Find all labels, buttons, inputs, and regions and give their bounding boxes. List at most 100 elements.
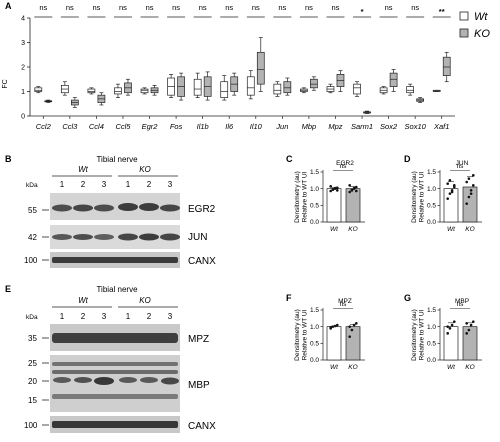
box-ko-mbp bbox=[310, 76, 318, 91]
blot-b-protein-egr2: EGR2 bbox=[188, 204, 216, 215]
box-ko-mpz bbox=[336, 70, 345, 92]
gene-label-sarm1: Sarm1 bbox=[351, 122, 373, 131]
blot-e-title: Tibial nerve bbox=[96, 285, 138, 294]
panel-c-ytick-label: 1.5 bbox=[310, 169, 319, 176]
panel-f-sig: ns bbox=[340, 301, 348, 308]
box-wt-xaf1 bbox=[432, 89, 441, 92]
sig-label-ccl5: ns bbox=[119, 3, 127, 12]
data-point bbox=[336, 189, 339, 192]
blot-e-marker-25: 25 bbox=[28, 359, 37, 368]
sig-label-sox10: ns bbox=[411, 3, 419, 12]
panel-a-yticks: 0 1 2 3 4 bbox=[21, 16, 30, 121]
panel-label-e: E bbox=[5, 284, 11, 294]
box-wt-ccl4 bbox=[87, 87, 96, 95]
blot-e-lane-4: 1 bbox=[126, 312, 131, 321]
blot-b-marker-100: 100 bbox=[24, 256, 38, 265]
blot-e-marker-35: 35 bbox=[28, 334, 37, 343]
data-point bbox=[333, 186, 337, 190]
box-body bbox=[256, 51, 265, 85]
panel-f-title: MPZ bbox=[338, 298, 352, 305]
blot-e-lane-2: 2 bbox=[81, 312, 86, 321]
data-point bbox=[465, 322, 469, 325]
gene-label-egr2: Egr2 bbox=[142, 122, 159, 131]
box-ko-ccl5 bbox=[124, 78, 132, 96]
data-point bbox=[446, 332, 450, 335]
panel-g-ytick-label: 1.5 bbox=[427, 307, 436, 314]
data-point bbox=[446, 325, 450, 328]
panel-a-ytick-label: 0 bbox=[21, 114, 25, 121]
blot-b-lane-1: 1 bbox=[60, 180, 65, 189]
data-point bbox=[348, 184, 352, 187]
blot-e-marker-15: 15 bbox=[28, 396, 37, 405]
panel-a-significance: ns ns ns ns ns ns ns ns ns ns ns ns * ns ns ** bbox=[34, 3, 451, 18]
band bbox=[74, 377, 92, 383]
data-point bbox=[450, 190, 454, 194]
panel-label-c: C bbox=[286, 154, 293, 164]
gene-label-il6: Il6 bbox=[225, 122, 234, 131]
sig-label-ccl3: ns bbox=[66, 3, 74, 12]
gene-label-xaf1: Xaf1 bbox=[433, 122, 449, 131]
band bbox=[52, 333, 178, 343]
blot-e-marker-20: 20 bbox=[28, 377, 37, 386]
box-body bbox=[389, 72, 398, 87]
box-body bbox=[246, 76, 255, 96]
panel-f-ytick-label: 1.0 bbox=[310, 324, 319, 331]
panel-d-ylabel: Densitometry (au)Relative to WT UI bbox=[411, 171, 426, 223]
blot-e-lane-6: 3 bbox=[168, 312, 173, 321]
box-ko-il1b bbox=[203, 71, 212, 101]
band bbox=[161, 377, 179, 385]
data-point bbox=[329, 189, 333, 193]
xtick-label-wt: Wt bbox=[330, 226, 339, 233]
box-wt-sarm1 bbox=[353, 81, 361, 97]
panel-label-d: D bbox=[404, 154, 411, 164]
data-point bbox=[352, 186, 356, 190]
panel-label-b: B bbox=[5, 154, 12, 164]
panel-d-ytick-label: 0.0 bbox=[427, 219, 436, 226]
panel-c-ytick-label: 1.0 bbox=[310, 186, 319, 193]
data-point bbox=[453, 184, 456, 187]
blot-e-group-ko: KO bbox=[139, 296, 151, 305]
data-point bbox=[465, 332, 469, 335]
data-point bbox=[355, 322, 358, 325]
band bbox=[118, 203, 138, 211]
panel-f-ytick-label: 0.0 bbox=[310, 357, 319, 364]
sig-label-sarm1: * bbox=[361, 7, 364, 16]
bar-ko bbox=[345, 326, 361, 361]
panel-d-ytick-label: 1.0 bbox=[427, 186, 436, 193]
xtick-label-ko: KO bbox=[348, 364, 357, 371]
blot-e-lane-1: 1 bbox=[60, 312, 65, 321]
band bbox=[94, 234, 114, 240]
box-body bbox=[273, 83, 282, 95]
data-point bbox=[348, 190, 352, 194]
gene-label-mbp: Mbp bbox=[302, 122, 317, 131]
bar-wt bbox=[443, 188, 459, 223]
blot-b-lane-5: 2 bbox=[147, 180, 152, 189]
band bbox=[52, 362, 178, 366]
data-point bbox=[467, 177, 471, 180]
blot-b-marker-42: 42 bbox=[28, 233, 37, 242]
gene-label-ccl5: Ccl5 bbox=[115, 122, 131, 131]
blot-e-protein-mbp: MBP bbox=[188, 380, 210, 391]
box-wt-il6 bbox=[220, 75, 229, 101]
band bbox=[119, 377, 137, 383]
bar-ko bbox=[462, 326, 478, 361]
box-body bbox=[140, 88, 149, 94]
box-ko-il6 bbox=[230, 72, 239, 96]
box-wt-mpz bbox=[326, 83, 335, 94]
sig-label-il10: ns bbox=[252, 3, 260, 12]
sig-label-sox2: ns bbox=[385, 3, 393, 12]
panel-f-ytick-label: 1.5 bbox=[310, 307, 319, 314]
panel-f-ytick-label: 0.5 bbox=[310, 341, 319, 348]
legend-label-wt: Wt bbox=[474, 11, 488, 23]
box-ko-ccl4 bbox=[97, 92, 106, 106]
band bbox=[73, 234, 93, 240]
blot-b-lane-4: 1 bbox=[126, 180, 131, 189]
data-point bbox=[446, 182, 450, 185]
blot-e-group-wt: Wt bbox=[78, 296, 89, 305]
data-point bbox=[355, 189, 358, 193]
data-point bbox=[352, 323, 356, 327]
panel-c-barchart: EGR2 Densitometry (au)Relative to WT UI0.… bbox=[294, 160, 365, 233]
panel-f-ylabel: Densitometry (au)Relative to WT UI bbox=[294, 309, 309, 361]
panel-label-a: A bbox=[5, 1, 12, 11]
data-point bbox=[448, 192, 452, 195]
